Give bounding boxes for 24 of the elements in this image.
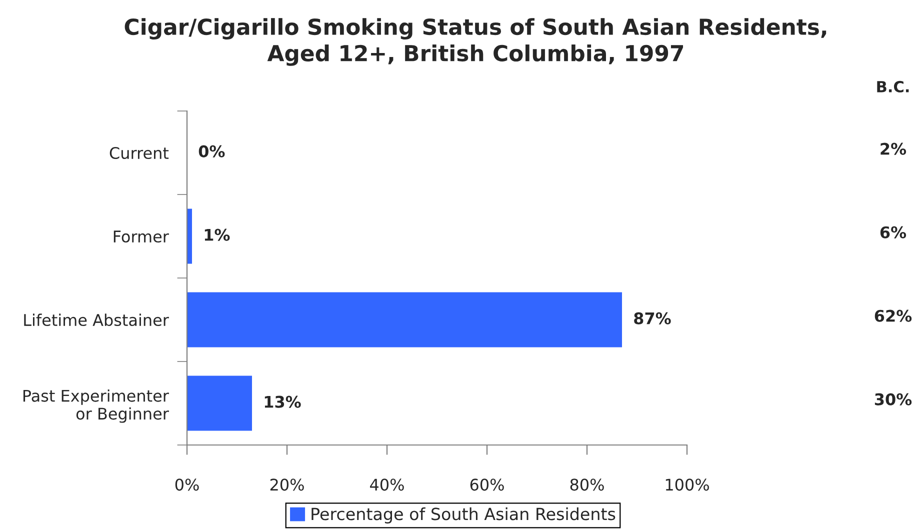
- y-tick-label: Lifetime Abstainer: [24, 314, 169, 326]
- text: 62%: [874, 310, 912, 322]
- x-tick-label: 20%: [270, 478, 304, 491]
- bar: [187, 208, 192, 264]
- x-tick-label: 40%: [370, 478, 404, 491]
- data-label: 87%: [634, 312, 671, 324]
- chart-title: Cigar/Cigarillo Smoking Status of South Asian Residents, Aged 12+, British Columbia, 1997: [124, 18, 826, 66]
- text: 30%: [874, 393, 912, 406]
- text: B.C.: [877, 80, 909, 92]
- text: 6%: [880, 226, 906, 238]
- bar: [187, 376, 252, 431]
- data-label: 1%: [204, 228, 230, 241]
- x-tick-label: 60%: [470, 478, 504, 491]
- y-tick-label: Past Experimenter or Beginner: [23, 389, 169, 423]
- data-label: 0%: [198, 145, 225, 158]
- y-tick-label: Former: [114, 230, 169, 243]
- x-tick-label: 80%: [570, 478, 604, 491]
- data-label: 13%: [264, 396, 301, 408]
- y-tick-label: Current: [110, 146, 169, 160]
- x-tick-label: 0%: [175, 478, 199, 491]
- x-tick-label: 100%: [666, 478, 709, 491]
- bar: [187, 292, 622, 348]
- text: 2%: [880, 142, 906, 155]
- legend-label: Percentage of South Asian Residents: [312, 507, 616, 524]
